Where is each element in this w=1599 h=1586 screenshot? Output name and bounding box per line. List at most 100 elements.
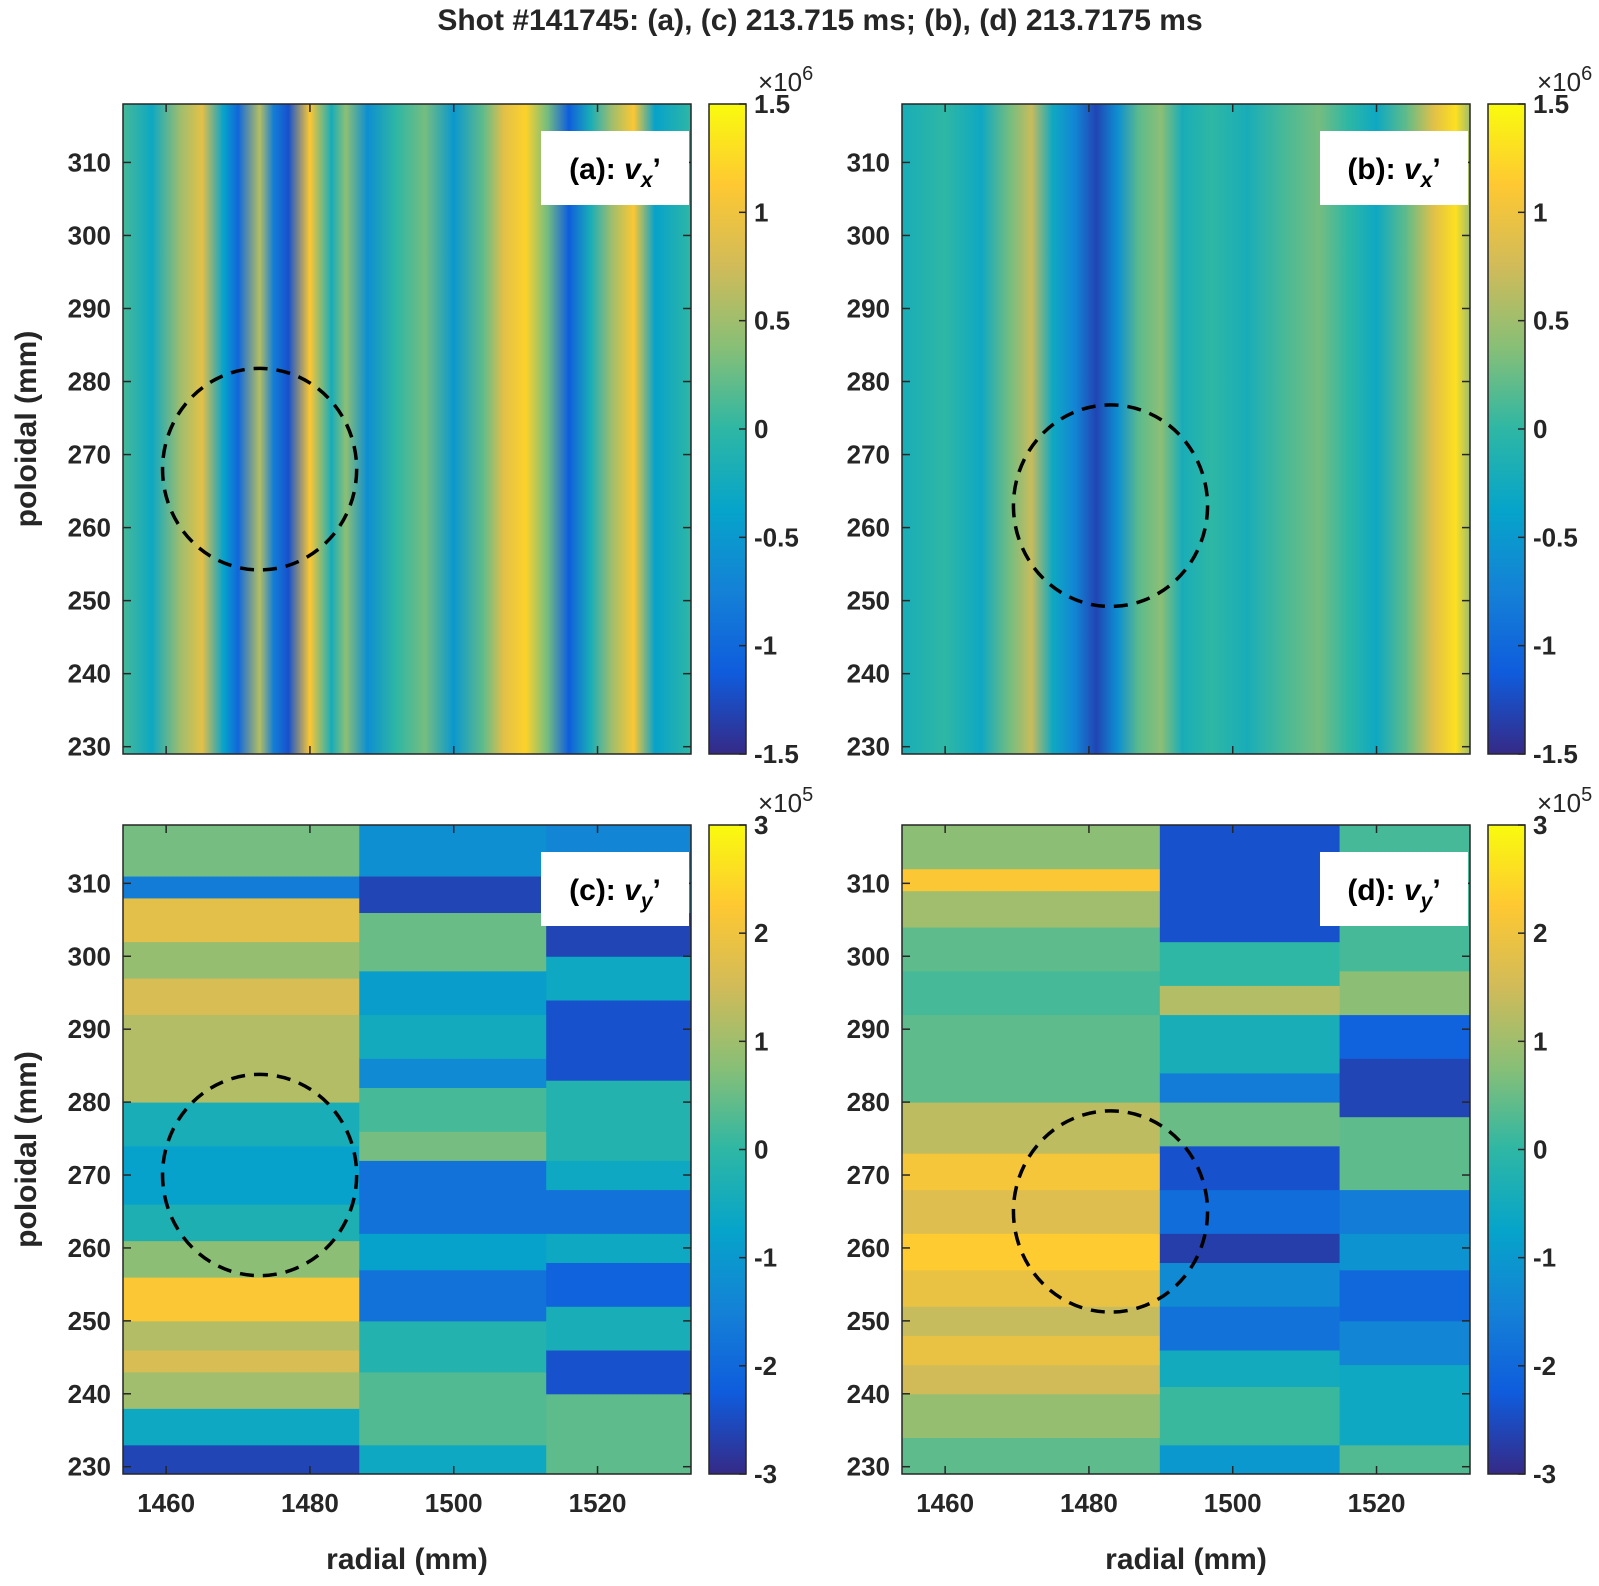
heatmap-band — [1159, 984, 1342, 1016]
heatmap-band — [123, 1145, 362, 1205]
heatmap-column — [236, 104, 240, 754]
y-tick-label: 310 — [847, 147, 890, 177]
heatmap-column — [365, 104, 369, 754]
heatmap-band — [123, 1407, 362, 1446]
y-tick-label: 270 — [847, 440, 890, 470]
heatmap-column — [979, 104, 983, 754]
heatmap-field — [902, 104, 1470, 754]
heatmap-column — [588, 104, 592, 754]
heatmap-band — [902, 825, 1162, 870]
heatmap-band — [123, 825, 362, 877]
heatmap-column — [1281, 104, 1285, 754]
heatmap-column — [610, 104, 614, 754]
heatmap-region — [1339, 825, 1470, 1474]
y-tick-label: 270 — [68, 440, 111, 470]
y-tick-label: 310 — [68, 147, 111, 177]
colorbar-tick-label: 0 — [1533, 1135, 1547, 1165]
heatmap-column — [545, 104, 549, 754]
heatmap-column — [1094, 104, 1098, 754]
heatmap-band — [1339, 1364, 1470, 1446]
heatmap-column — [1245, 104, 1249, 754]
y-tick-label: 250 — [68, 586, 111, 616]
colorbar-tick-label: -1.5 — [754, 739, 799, 769]
heatmap-band — [1159, 1305, 1342, 1351]
heatmap-column — [1029, 104, 1033, 754]
y-tick-label: 290 — [68, 1014, 111, 1044]
heatmap-band — [123, 1014, 362, 1103]
heatmap-band — [902, 1014, 1162, 1103]
heatmap-band — [1339, 970, 1470, 1016]
heatmap-region — [902, 825, 1162, 1474]
heatmap-column — [1209, 104, 1213, 754]
colorbar-c: -3 -2 -1 0 1 2 3×105 — [708, 784, 813, 1489]
heatmap-band — [902, 970, 1162, 1016]
heatmap-column — [524, 104, 528, 754]
heatmap-column — [222, 104, 226, 754]
colorbar-tick-label: 0 — [1533, 414, 1547, 444]
y-tick-label: 300 — [68, 941, 111, 971]
heatmap-band — [123, 1203, 362, 1242]
heatmap-band — [1339, 1057, 1470, 1118]
heatmap-band — [1339, 1269, 1470, 1322]
axes-frame — [901, 103, 1471, 755]
colorbar-tick-label: 1.5 — [1533, 89, 1569, 119]
heatmap-band — [359, 875, 549, 914]
y-tick-label: 260 — [68, 513, 111, 543]
x-tick-label: 1460 — [137, 1488, 195, 1518]
heatmap-band — [902, 1269, 1162, 1307]
y-tick-label: 250 — [847, 586, 890, 616]
heatmap-column — [286, 104, 290, 754]
colorbar-multiplier: ×106 — [1537, 63, 1592, 97]
heatmap-column — [1008, 104, 1012, 754]
heatmap-column — [1403, 104, 1407, 754]
heatmap-band — [546, 1349, 691, 1395]
heatmap-band — [902, 1101, 1162, 1154]
y-tick-label: 250 — [68, 1306, 111, 1336]
heatmap-band — [359, 912, 549, 972]
heatmap-band — [1339, 1320, 1470, 1366]
heatmap-column — [272, 104, 276, 754]
colorbar-tick-label: 1 — [1533, 197, 1547, 227]
colorbar-tick-label: -1.5 — [1533, 739, 1578, 769]
figure-title: Shot #141745: (a), (c) 213.715 ms; (b), … — [437, 4, 1202, 37]
heatmap-column — [330, 104, 334, 754]
y-tick-label: 280 — [847, 1087, 890, 1117]
y-axis-label: poloidal (mm) — [10, 331, 43, 528]
colorbar-tick-label: -0.5 — [754, 522, 799, 552]
heatmap-column — [394, 104, 398, 754]
colorbar-tick-label: 3 — [1533, 810, 1547, 840]
heatmap-column — [567, 104, 571, 754]
heatmap-column — [1137, 104, 1141, 754]
y-tick-label: 260 — [847, 513, 890, 543]
x-tick-label: 1500 — [425, 1488, 483, 1518]
heatmap-band — [1159, 1349, 1342, 1387]
panel-label: (d): vy’ — [1347, 874, 1440, 913]
colorbar-tick-label: -2 — [1533, 1351, 1556, 1381]
x-tick-label: 1520 — [569, 1488, 627, 1518]
dashed-circle — [160, 366, 359, 572]
colorbar-d: -3 -2 -1 0 1 2 3×105 — [1487, 784, 1592, 1489]
heatmap-band — [546, 1305, 691, 1351]
panel-label-box — [1320, 852, 1468, 926]
colorbar-tick-label: -2 — [754, 1351, 777, 1381]
colorbar-tick-label: -3 — [1533, 1459, 1556, 1489]
heatmap-band — [123, 1444, 362, 1474]
heatmap-band — [359, 1159, 549, 1234]
colorbar-tick-label: 0 — [754, 1135, 768, 1165]
colorbar-tick-label: 0 — [754, 414, 768, 444]
heatmap-band — [546, 1393, 691, 1474]
colorbar-tick-label: -1 — [1533, 631, 1556, 661]
colorbar-b: -1.5 -1 -0.5 0 0.5 1 1.5×106 — [1487, 63, 1592, 769]
heatmap-band — [546, 955, 691, 1001]
colorbar-tick-label: 2 — [754, 918, 768, 948]
heatmap-column — [1116, 104, 1120, 754]
heatmap-a — [123, 104, 691, 754]
heatmap-column — [308, 104, 312, 754]
heatmap-column — [150, 104, 154, 754]
x-axis-label: radial (mm) — [1105, 1543, 1267, 1576]
heatmap-column — [423, 104, 427, 754]
panel-label: (a): vx’ — [569, 153, 661, 192]
heatmap-column — [502, 104, 506, 754]
y-tick-label: 260 — [847, 1233, 890, 1263]
